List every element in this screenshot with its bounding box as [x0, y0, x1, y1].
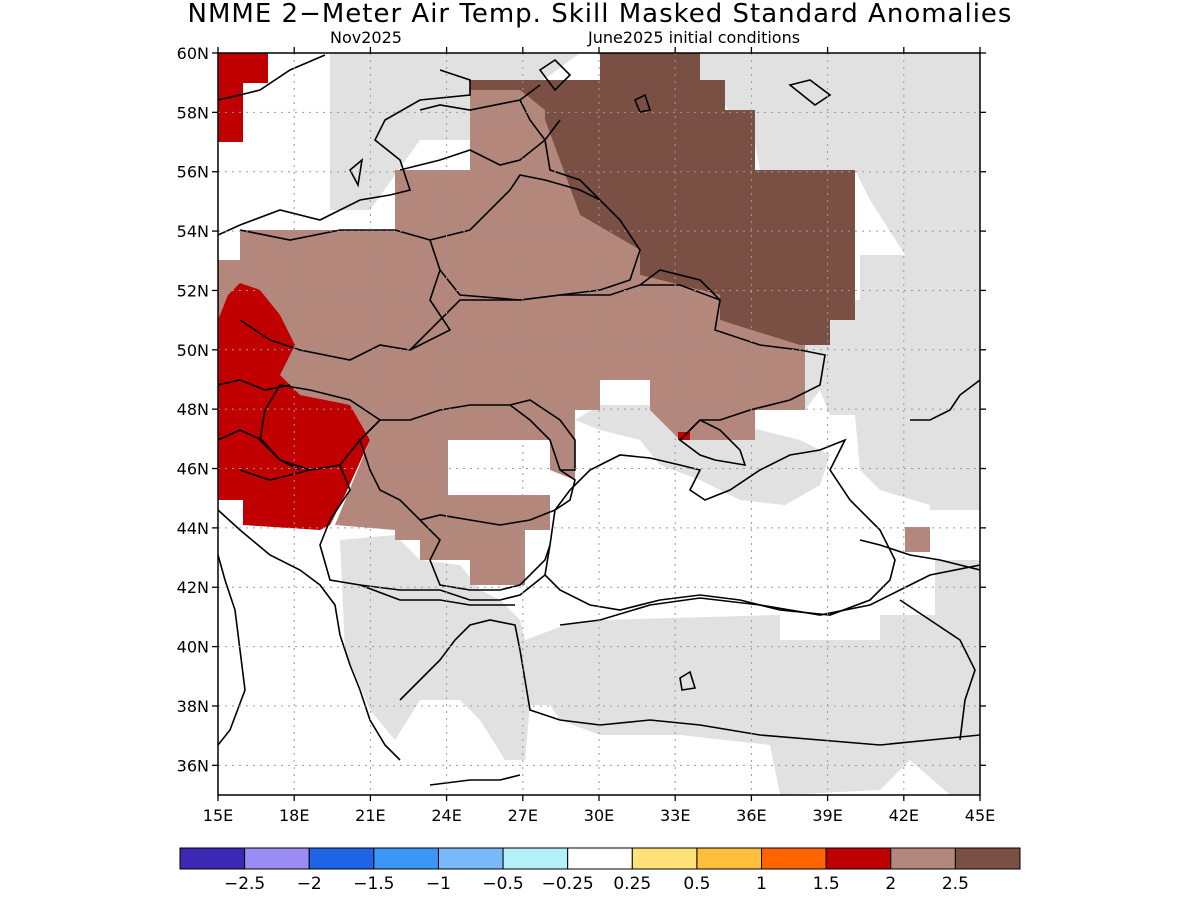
lat-label: 46N: [177, 460, 209, 479]
border-caucasus: [859, 539, 980, 571]
lon-label: 27E: [508, 806, 538, 825]
colorbar-swatch: [567, 847, 633, 870]
lat-label: 54N: [177, 222, 209, 241]
lat-label: 50N: [177, 341, 209, 360]
black-sea-coast: [544, 438, 896, 616]
crete-coast: [429, 774, 521, 786]
lake-onega: [633, 93, 652, 113]
lon-label: 15E: [203, 806, 233, 825]
lon-label: 36E: [736, 806, 766, 825]
latitude-labels: 36N 38N 40N 42N 44N 46N 48N 50N 52N 54N 56N 58N 60N: [177, 44, 209, 775]
colorbar-label: 0.25: [613, 874, 651, 894]
border-west-1: [218, 379, 291, 391]
lon-label: 30E: [584, 806, 614, 825]
colorbar-swatch: [954, 847, 1021, 870]
lon-label: 39E: [812, 806, 842, 825]
colorbar-swatch: [696, 847, 763, 870]
lat-label: 52N: [177, 281, 209, 300]
axis-ticks: [212, 47, 986, 801]
colorbar-label: −2.5: [224, 874, 265, 894]
border-poland: [239, 229, 452, 361]
border-romania: [359, 404, 576, 526]
colorbar-swatch: [502, 847, 569, 870]
coastline-gulf-finland: [419, 84, 541, 111]
colorbar-swatch: [179, 847, 246, 870]
colorbar-swatch: [631, 847, 698, 870]
lat-label: 40N: [177, 638, 209, 657]
colorbar-label: −1: [426, 874, 451, 894]
forecast-month-label: Nov2025: [330, 28, 402, 47]
colorbar-swatch: [890, 847, 956, 870]
no-anomaly-hole: [448, 440, 550, 495]
anomaly-region-above-2.5: [470, 53, 855, 345]
lake-rybinsk: [788, 79, 832, 106]
colorbar-swatch: [308, 847, 375, 870]
lon-label: 21E: [355, 806, 385, 825]
lon-label: 24E: [431, 806, 461, 825]
coastlines-and-borders: [218, 54, 980, 786]
colorbar-label: 2: [885, 874, 896, 894]
colorbar-label: −0.5: [482, 874, 523, 894]
anomaly-region-2-to-2.5-east: [905, 527, 930, 552]
lat-label: 56N: [177, 163, 209, 182]
border-turkey-east: [899, 599, 976, 741]
lat-label: 60N: [177, 44, 209, 63]
colorbar-swatch: [244, 847, 310, 870]
coastline-scandinavia: [218, 54, 326, 101]
border-moldova: [509, 399, 576, 471]
grid-lines: [218, 53, 980, 795]
colorbar-label: −2: [297, 874, 322, 894]
lon-label: 42E: [889, 806, 919, 825]
initial-conditions-label: June2025 initial conditions: [588, 28, 801, 47]
coastline-baltic-south: [218, 69, 471, 236]
lake-ladoga: [538, 58, 572, 92]
lat-label: 44N: [177, 519, 209, 538]
colorbar-label: 1: [756, 874, 767, 894]
longitude-labels: 15E 18E 21E 24E 27E 30E 33E 36E 39E 42E 45E: [203, 806, 995, 825]
sea-of-azov-coast: [678, 419, 747, 467]
lon-label: 45E: [965, 806, 995, 825]
border-ukraine: [409, 284, 826, 431]
lake-tuz: [679, 670, 697, 691]
colorbar-label: 0.5: [683, 874, 710, 894]
colorbar-swatch: [373, 847, 439, 870]
border-bulgaria: [419, 519, 551, 591]
coastline-gotland: [348, 158, 364, 188]
anatolia-north-coast: [559, 564, 980, 626]
colorbar-swatch: [761, 847, 827, 870]
colorbar-swatch: [437, 847, 504, 870]
colorbar: −2.5 −2 −1.5 −1 −0.5 −0.25 0.25 0.5 1 1.5 2 2.5: [179, 847, 1021, 894]
colorbar-swatch: [825, 847, 892, 870]
caspian-coast: [910, 379, 980, 421]
lon-label: 18E: [279, 806, 309, 825]
lat-label: 58N: [177, 103, 209, 122]
colorbar-label: 2.5: [942, 874, 969, 894]
aegean-coast: [399, 619, 980, 746]
lat-label: 42N: [177, 578, 209, 597]
colorbar-label: −1.5: [353, 874, 394, 894]
anomaly-region-1.5-to-2-north: [218, 53, 268, 142]
border-russia-baltic: [519, 99, 601, 201]
lat-label: 38N: [177, 697, 209, 716]
border-greece-north: [359, 584, 515, 606]
border-west-2: [218, 429, 301, 471]
masked-region-north: [330, 53, 980, 510]
map-title: NMME 2−Meter Air Temp. Skill Masked Stan…: [187, 0, 1013, 29]
lon-label: 33E: [660, 806, 690, 825]
colorbar-label: 1.5: [813, 874, 840, 894]
anomaly-region-2-to-2.5: [218, 90, 805, 585]
lat-label: 36N: [177, 756, 209, 775]
colorbar-label: −0.25: [542, 874, 594, 894]
border-balkans: [239, 464, 546, 601]
italy-coast: [218, 554, 246, 746]
adriatic-coast: [218, 509, 401, 761]
lat-label: 48N: [177, 400, 209, 419]
